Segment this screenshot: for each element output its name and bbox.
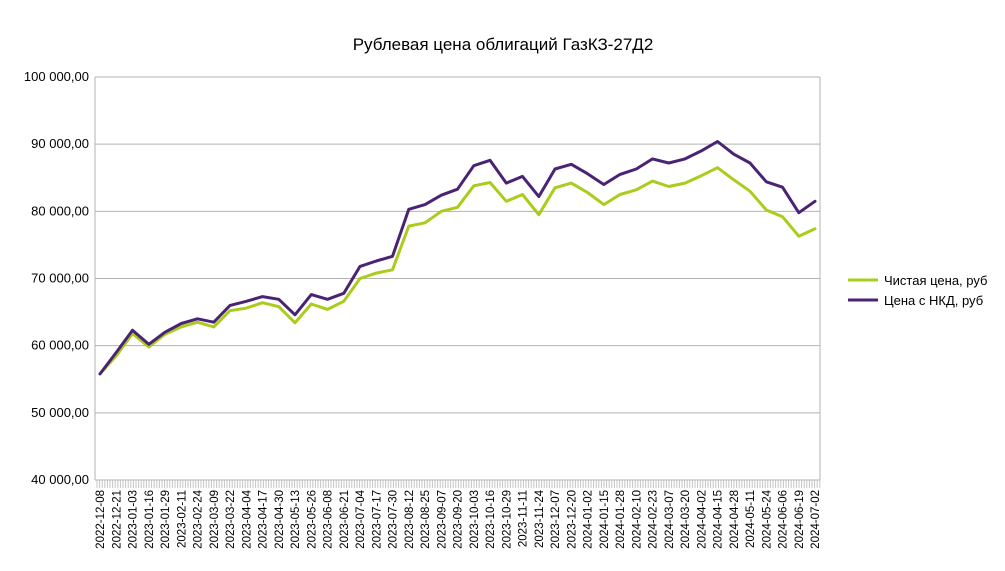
legend-label: Цена с НКД, руб <box>884 293 983 308</box>
gridlines <box>94 76 821 481</box>
x-tick-label: 2024-03-20 <box>680 490 692 549</box>
x-tick-label: 2024-05-11 <box>745 490 757 548</box>
x-tick-label: 2024-06-19 <box>794 490 806 549</box>
y-tick-label: 80 000,00 <box>31 203 89 218</box>
x-tick-label: 2024-01-28 <box>615 490 627 549</box>
y-tick-label: 60 000,00 <box>31 338 89 353</box>
x-tick-label: 2023-01-03 <box>128 490 140 549</box>
x-tick-label: 2022-12-08 <box>95 490 107 549</box>
x-tick-label: 2024-01-15 <box>599 490 611 549</box>
x-tick-label: 2023-01-29 <box>160 490 172 549</box>
x-tick-label: 2023-11-24 <box>534 489 546 548</box>
x-tick-label: 2023-08-25 <box>420 490 432 549</box>
x-tick-label: 2022-12-21 <box>111 490 123 549</box>
x-tick-label: 2024-04-02 <box>696 490 708 549</box>
x-tick-label: 2023-10-03 <box>469 490 481 549</box>
series-line-1 <box>98 166 817 376</box>
x-tick-label: 2023-05-13 <box>290 490 302 549</box>
series-lines <box>98 140 817 376</box>
x-tick-label: 2023-04-17 <box>258 490 270 549</box>
legend-label: Чистая цена, руб <box>884 273 987 288</box>
x-tick-label: 2024-04-28 <box>729 490 741 549</box>
x-axis-ticks: 2022-12-08 2022-12-21 2023-01-03 2023-01-16… <box>95 489 822 548</box>
x-tick-label: 2024-02-23 <box>648 490 660 549</box>
x-tick-label: 2023-07-17 <box>371 490 383 549</box>
x-tick-label: 2023-02-24 <box>193 489 205 548</box>
y-tick-label: 100 000,00 <box>24 69 89 84</box>
x-tick-label: 2024-06-06 <box>778 490 790 549</box>
x-tick-label: 2023-01-16 <box>144 490 156 549</box>
x-tick-label: 2023-02-11 <box>176 490 188 548</box>
y-tick-label: 70 000,00 <box>31 271 89 286</box>
x-tick-label: 2023-11-11 <box>518 490 530 547</box>
x-tick-label: 2023-04-30 <box>274 490 286 549</box>
x-tick-label: 2023-09-20 <box>453 490 465 549</box>
x-tick-label: 2023-06-21 <box>339 490 351 549</box>
x-tick-label: 2023-03-09 <box>209 490 221 549</box>
x-tick-label: 2024-04-15 <box>713 490 725 549</box>
series-line-2 <box>98 140 817 376</box>
x-tick-label: 2023-12-07 <box>550 490 562 549</box>
chart-title: Рублевая цена облигаций ГазКЗ-27Д2 <box>353 35 654 54</box>
x-tick-label: 2024-07-02 <box>810 490 822 549</box>
x-tick-label: 2024-03-07 <box>664 490 676 549</box>
y-tick-label: 50 000,00 <box>31 405 89 420</box>
x-tick-label: 2023-04-04 <box>241 489 253 548</box>
x-tick-label: 2023-08-12 <box>404 490 416 549</box>
x-tick-label: 2024-05-24 <box>761 489 773 548</box>
x-tick-label: 2023-03-22 <box>225 490 237 549</box>
x-tick-label: 2023-07-30 <box>388 490 400 549</box>
y-axis-ticks: 40 000,00 50 000,00 60 000,00 70 000,00 80 0… <box>24 69 89 487</box>
x-tick-label: 2023-10-29 <box>501 490 513 549</box>
x-tick-label: 2023-06-08 <box>323 490 335 549</box>
x-tick-label: 2023-09-07 <box>436 490 448 549</box>
y-tick-label: 90 000,00 <box>31 136 89 151</box>
x-tick-label: 2024-01-02 <box>583 490 595 549</box>
x-tick-label: 2023-07-04 <box>355 489 367 548</box>
x-tick-label: 2023-05-26 <box>306 490 318 549</box>
y-tick-label: 40 000,00 <box>31 472 89 487</box>
x-tick-label: 2023-12-20 <box>566 490 578 549</box>
x-tick-label: 2024-02-10 <box>631 490 643 549</box>
x-tick-label: 2023-10-16 <box>485 490 497 549</box>
x-axis <box>95 479 821 488</box>
legend: Чистая цена, руб Цена с НКД, руб <box>848 273 987 308</box>
